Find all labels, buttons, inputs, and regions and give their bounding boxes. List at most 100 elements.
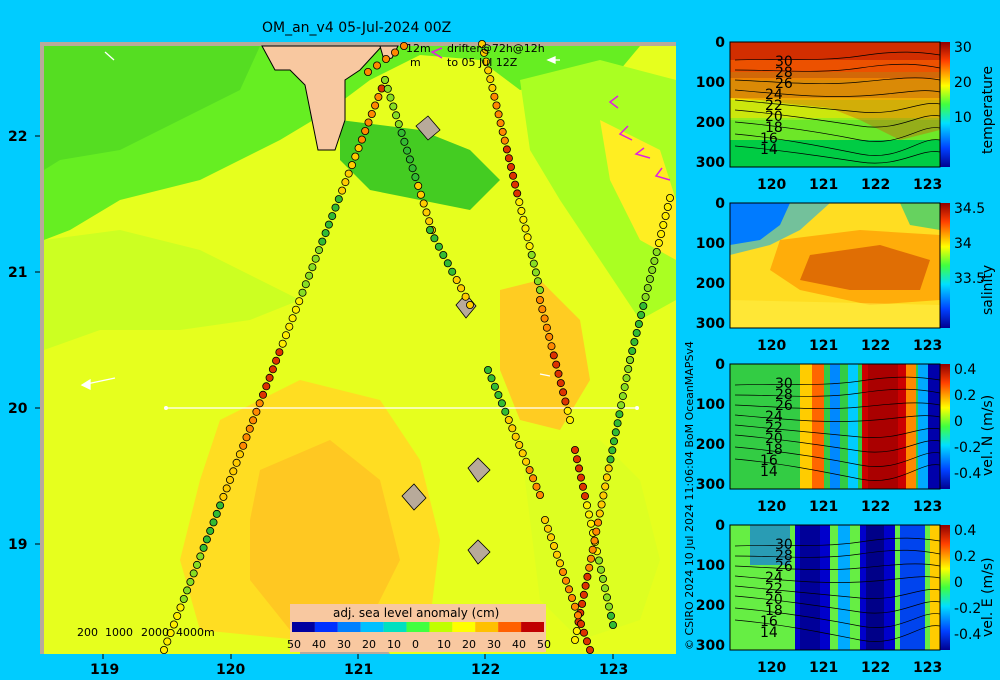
- vel-n-panel: [730, 364, 941, 489]
- colorbar-swatch: [360, 622, 384, 632]
- temperature-panel: [730, 42, 941, 167]
- contour-label: 18: [765, 442, 783, 458]
- chevron-markers: [430, 47, 671, 181]
- drifter-point: [281, 331, 290, 340]
- drifter-point: [321, 229, 330, 238]
- section-cbar-tick: 34.5: [954, 201, 985, 217]
- drifter-point: [606, 455, 615, 464]
- drifter-point: [545, 332, 554, 341]
- drifter-point: [498, 127, 507, 136]
- drifter-point: [354, 144, 363, 153]
- colorbar-tick: 10: [387, 638, 401, 651]
- drifter-point: [573, 455, 582, 464]
- drifter-point: [331, 203, 340, 212]
- drifter-point: [571, 602, 580, 611]
- drifter-point: [581, 492, 590, 501]
- contour-label: 18: [765, 120, 783, 136]
- drifter-point: [344, 169, 353, 178]
- section-cbar-tick: 0: [954, 414, 963, 430]
- current-arrows: [80, 51, 560, 391]
- drifter-point: [216, 501, 225, 510]
- drifter-point: [549, 351, 558, 360]
- drifter-point: [308, 263, 317, 272]
- drifter-point: [595, 556, 604, 565]
- drifter-point: [457, 284, 466, 293]
- drifter-point: [583, 572, 592, 581]
- contour-label: 14: [760, 142, 778, 158]
- drifter-point: [590, 536, 599, 545]
- drifter-point: [556, 559, 565, 568]
- drifter-tracks: [159, 40, 675, 655]
- drifter-point: [533, 277, 542, 286]
- drifter-point: [603, 593, 612, 602]
- drifter-point: [608, 446, 617, 455]
- colorbar-tick: 20: [462, 638, 476, 651]
- drifter-point: [599, 574, 608, 583]
- colorbar-swatch: [406, 622, 430, 632]
- drifter-point: [255, 399, 264, 408]
- drifter-point: [328, 212, 337, 221]
- contour-label: 26: [775, 398, 793, 414]
- drifter-point: [579, 482, 588, 491]
- island-1: [415, 115, 441, 141]
- drifter-point: [620, 383, 629, 392]
- contour-label: 28: [775, 65, 793, 81]
- drifter-point: [363, 68, 372, 77]
- drifter-point: [540, 314, 549, 323]
- drifter-point: [525, 465, 534, 474]
- island-4: [401, 483, 427, 511]
- x-tick-123: 123: [599, 662, 628, 678]
- contour-label: 22: [765, 420, 783, 436]
- drifter-point: [586, 646, 595, 655]
- sla-lime-east: [520, 60, 676, 320]
- salinity-panel: [730, 203, 940, 328]
- drifter-point: [599, 491, 608, 500]
- sla-orange-south: [250, 440, 400, 630]
- drifter-point: [338, 186, 347, 195]
- drifter-point: [610, 437, 619, 446]
- drifter-point: [622, 374, 631, 383]
- colorbar-swatch: [337, 622, 361, 632]
- drifter-point: [577, 620, 586, 629]
- drifter-point: [422, 208, 431, 217]
- drifter-point: [245, 424, 254, 433]
- drifter-point: [609, 621, 618, 630]
- drifter-point: [523, 233, 532, 242]
- contour-label: 22: [765, 581, 783, 597]
- section-x-tick: 121: [809, 660, 838, 676]
- section-label: vel. N (m/s): [980, 395, 996, 476]
- drifter-point: [536, 285, 545, 294]
- drifter-point: [531, 268, 540, 277]
- drifter-point: [568, 594, 577, 603]
- colorbar-swatch: [498, 622, 522, 632]
- drifter-point: [617, 401, 626, 410]
- contour-label: 26: [775, 559, 793, 575]
- contour-label: 20: [765, 592, 783, 608]
- drifter-point: [562, 576, 571, 585]
- drifter-point: [497, 399, 506, 408]
- drifter-point: [506, 162, 515, 171]
- drifter-point: [494, 390, 503, 399]
- contour-label: 24: [765, 87, 783, 103]
- x-tick-121: 121: [344, 662, 373, 678]
- section-y-tick: 100: [696, 236, 725, 252]
- drifter-point: [484, 66, 493, 75]
- svg-text:to 05 Jul 12Z: to 05 Jul 12Z: [447, 56, 518, 69]
- drifter-point: [666, 193, 675, 202]
- drifter-point: [392, 111, 401, 120]
- drifter-point: [301, 280, 310, 289]
- drifter-point: [519, 215, 528, 224]
- section-x-tick: 120: [757, 338, 786, 354]
- svg-text:200: 200: [77, 626, 98, 639]
- section-cbar-tick: -0.2: [954, 601, 981, 617]
- section-x-tick: 122: [861, 660, 890, 676]
- drifter-point: [508, 424, 517, 433]
- drifter-point: [581, 581, 590, 590]
- drifter-point: [288, 314, 297, 323]
- drifter-point: [648, 265, 657, 274]
- section-x-tick: 123: [913, 338, 942, 354]
- section-x-tick: 120: [757, 177, 786, 193]
- section-cbar-tick: 20: [954, 75, 972, 91]
- drifter-point: [553, 550, 562, 559]
